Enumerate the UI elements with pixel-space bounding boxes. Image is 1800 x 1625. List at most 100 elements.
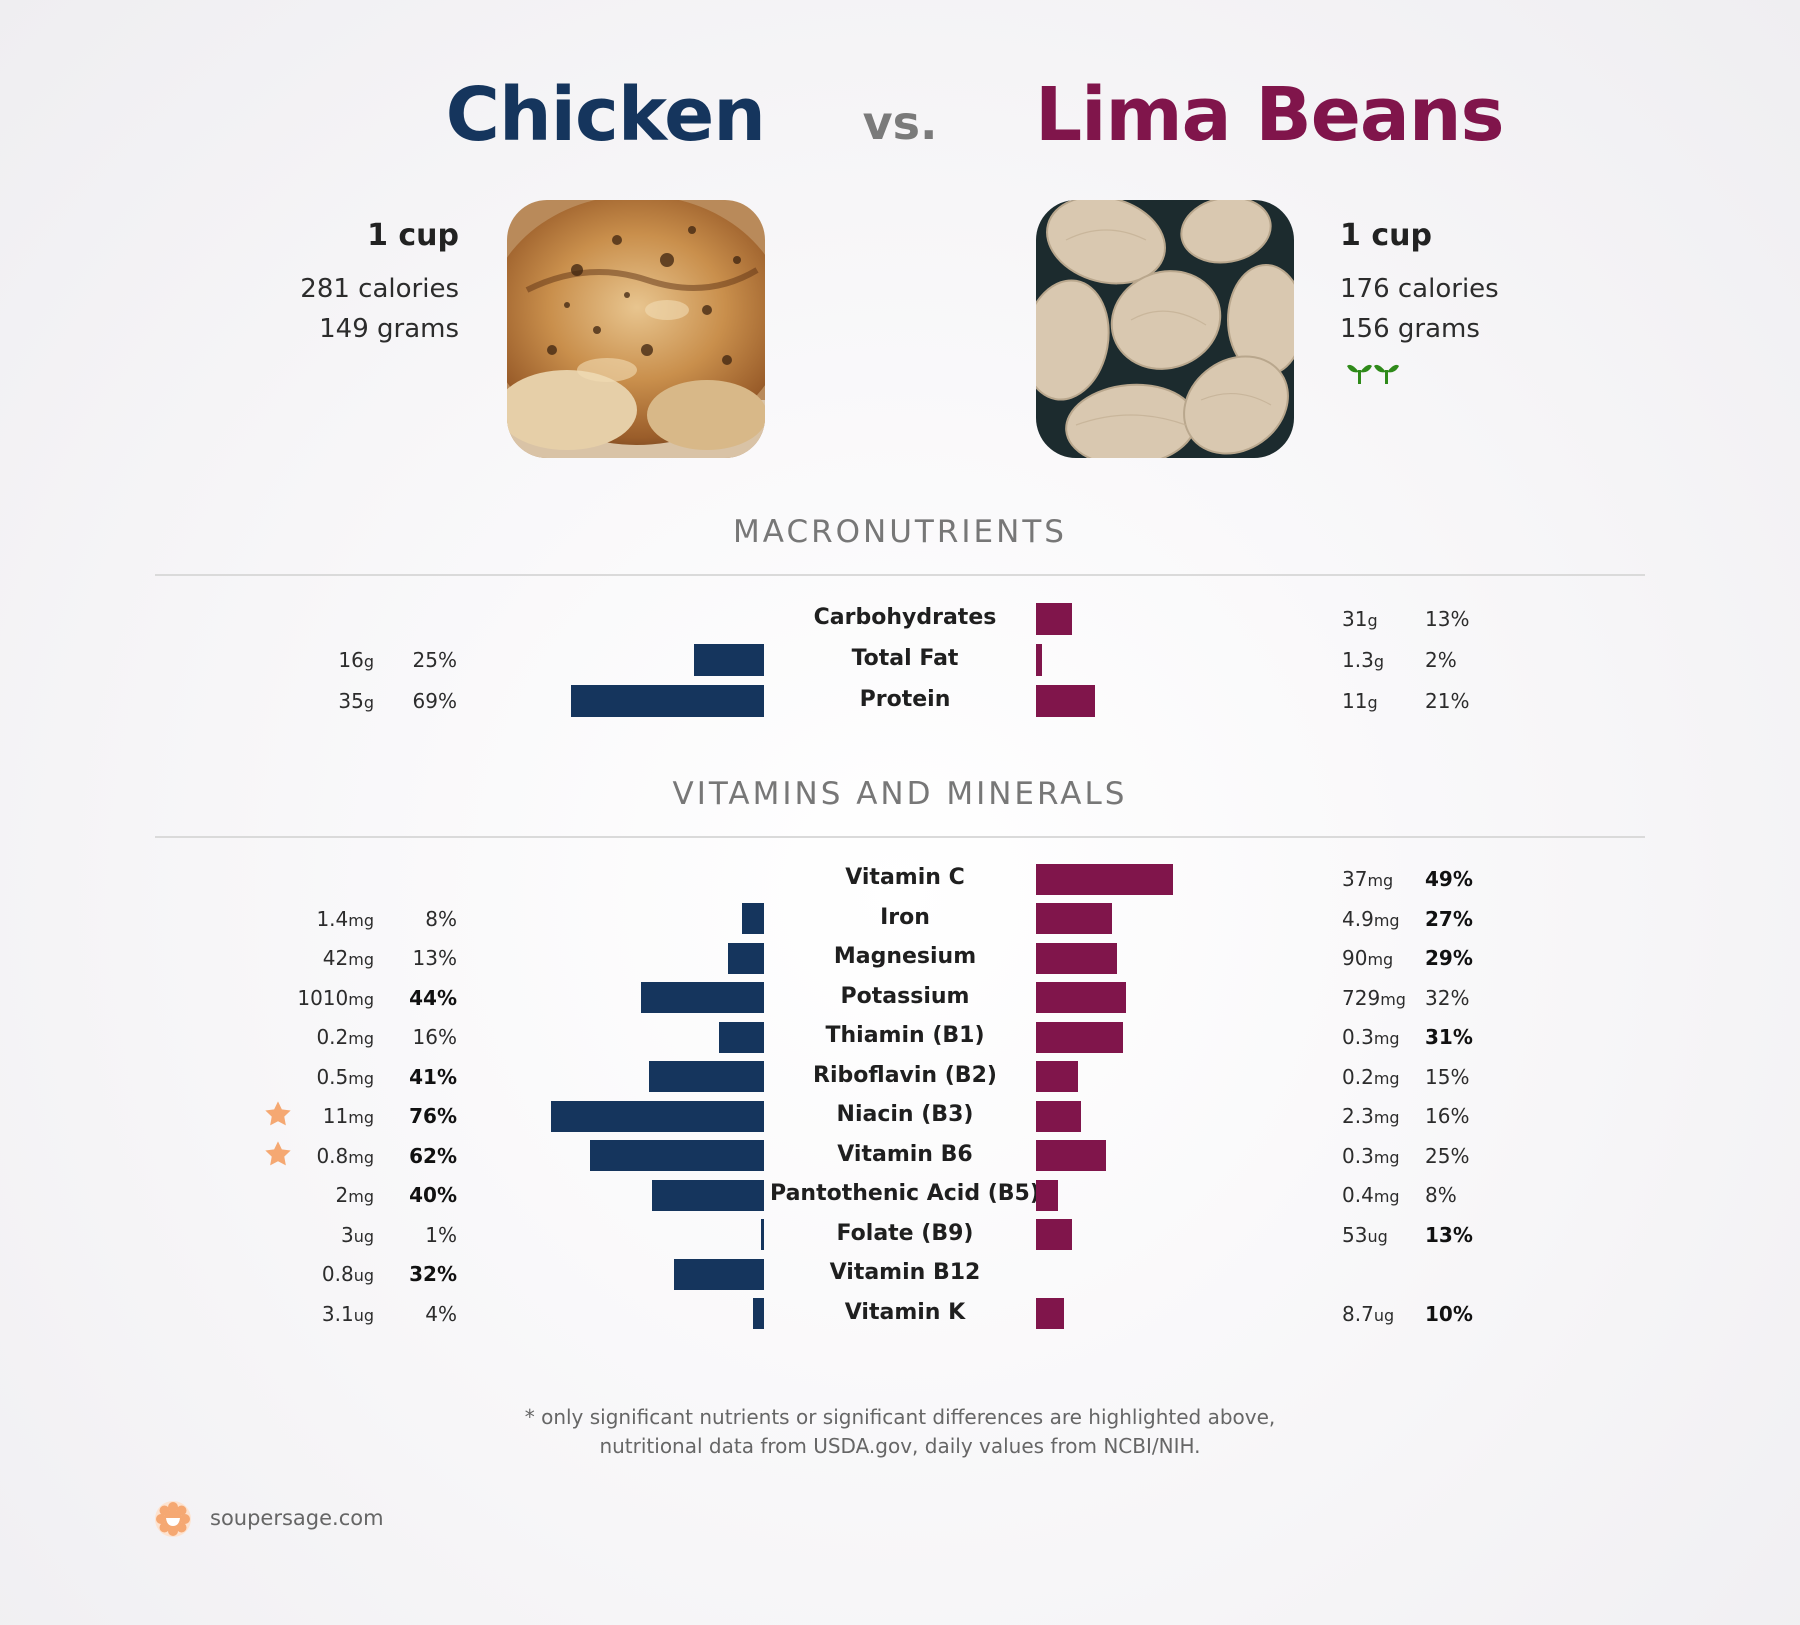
left-amount-value: 0.8 <box>316 1143 349 1168</box>
right-amount: 0.4mg <box>1342 1183 1400 1207</box>
right-percent: 8% <box>1425 1183 1457 1207</box>
left-amount-unit: mg <box>348 989 374 1009</box>
right-amount-unit: mg <box>1367 871 1394 890</box>
footnote: * only significant nutrients or signific… <box>0 1403 1800 1461</box>
right-bar <box>1036 685 1095 717</box>
left-amount-value: 1010 <box>297 985 349 1010</box>
right-amount-value: 729 <box>1342 985 1381 1010</box>
right-percent: 10% <box>1425 1301 1473 1326</box>
left-amount: 1010mg <box>260 986 374 1010</box>
right-amount: 0.3mg <box>1342 1144 1400 1168</box>
left-percent: 62% <box>409 1143 457 1168</box>
vitamins-divider <box>155 836 1645 838</box>
nutrient-label: Potassium <box>840 983 970 1009</box>
left-amount: 3ug <box>260 1223 374 1247</box>
left-amount-value: 0.5 <box>316 1064 349 1089</box>
right-amount-unit: ug <box>1367 1226 1388 1246</box>
left-amount-value: 3 <box>340 1222 354 1247</box>
versus-label: vs. <box>862 96 938 150</box>
nutrient-label: Iron <box>880 904 930 930</box>
left-bar <box>694 644 764 676</box>
left-amount-unit: mg <box>348 1108 374 1127</box>
right-percent: 13% <box>1425 1222 1473 1247</box>
right-bar <box>1036 603 1073 635</box>
nutrient-label: Total Fat <box>851 646 959 671</box>
left-bar <box>727 942 764 974</box>
left-percent: 4% <box>425 1301 457 1326</box>
chart-row: Pantothenic Acid (B5) 2mg 40% 0.4mg 8% <box>0 1179 1800 1211</box>
right-bar <box>1036 1100 1081 1132</box>
left-amount: 0.8mg <box>260 1144 374 1168</box>
right-percent: 25% <box>1425 1143 1470 1168</box>
right-amount-value: 8.7 <box>1342 1301 1374 1326</box>
nutrient-label: Folate (B9) <box>836 1220 974 1246</box>
plant-based-sprout-icons <box>1347 360 1401 390</box>
nutrient-label: Vitamin K <box>844 1299 966 1325</box>
right-amount-value: 0.3 <box>1342 1025 1374 1049</box>
left-bar <box>649 1061 764 1092</box>
right-amount-value: 0.3 <box>1342 1143 1374 1168</box>
right-amount-unit: mg <box>1373 1068 1400 1088</box>
right-amount-unit: g <box>1367 693 1378 712</box>
chart-row: Vitamin B12 0.8ug 32% <box>0 1258 1800 1290</box>
left-amount-unit: mg <box>348 1068 374 1088</box>
left-bar <box>719 1021 764 1053</box>
left-amount-unit: ug <box>353 1266 374 1285</box>
left-amount-unit: g <box>363 652 374 671</box>
right-bar <box>1036 982 1126 1013</box>
left-amount-value: 42 <box>322 946 349 970</box>
right-amount-unit: mg <box>1373 1147 1400 1167</box>
nutrient-label: Thiamin (B1) <box>825 1023 985 1048</box>
right-amount-unit: mg <box>1380 989 1406 1009</box>
right-bar <box>1036 863 1174 895</box>
left-percent: 8% <box>425 906 457 931</box>
right-percent: 16% <box>1425 1104 1470 1128</box>
left-percent: 1% <box>425 1222 457 1247</box>
left-amount-value: 3.1 <box>321 1301 354 1326</box>
right-percent: 2% <box>1425 648 1457 672</box>
right-amount-value: 11 <box>1342 689 1368 713</box>
star-icon <box>262 1098 294 1130</box>
nutrient-label: Niacin (B3) <box>836 1102 974 1127</box>
right-amount: 729mg <box>1342 986 1406 1010</box>
left-amount-unit: ug <box>353 1226 374 1246</box>
right-amount-unit: mg <box>1373 910 1400 930</box>
left-percent: 44% <box>409 985 457 1010</box>
right-food-title: Lima Beans <box>1035 72 1505 158</box>
right-percent: 27% <box>1425 906 1473 931</box>
right-amount-unit: mg <box>1373 1029 1400 1048</box>
left-amount: 0.8ug <box>260 1262 374 1286</box>
right-amount-unit: g <box>1373 652 1384 671</box>
right-amount-value: 2.3 <box>1342 1104 1374 1128</box>
left-amount: 3.1ug <box>260 1302 374 1326</box>
right-amount-value: 37 <box>1342 867 1368 891</box>
right-amount-value: 4.9 <box>1342 906 1374 931</box>
right-percent: 13% <box>1425 607 1470 631</box>
chart-row: Total Fat 16g 25% 1.3g 2% <box>0 644 1800 676</box>
right-amount-unit: mg <box>1373 1187 1400 1206</box>
right-amount-value: 90 <box>1342 946 1368 970</box>
right-amount: 53ug <box>1342 1223 1388 1247</box>
right-percent: 21% <box>1425 689 1470 713</box>
nutrient-label: Vitamin C <box>845 865 965 890</box>
left-bar <box>640 982 764 1013</box>
roast-chicken-photo <box>507 200 765 458</box>
right-amount-unit: mg <box>1367 950 1394 969</box>
right-amount-unit: mg <box>1373 1108 1400 1127</box>
right-percent: 15% <box>1425 1064 1470 1089</box>
right-bar <box>1036 903 1112 934</box>
left-amount: 0.2mg <box>260 1025 374 1049</box>
right-percent: 32% <box>1425 985 1470 1010</box>
left-amount: 2mg <box>260 1183 374 1207</box>
left-percent: 13% <box>412 946 457 970</box>
chart-row: Protein 35g 69% 11g 21% <box>0 685 1800 717</box>
left-bar <box>590 1140 764 1171</box>
chart-row: Thiamin (B1) 0.2mg 16% 0.3mg 31% <box>0 1021 1800 1053</box>
left-amount: 11mg <box>260 1104 374 1128</box>
nutrient-label: Protein <box>859 687 951 712</box>
left-amount-unit: mg <box>348 910 374 930</box>
right-percent: 29% <box>1425 946 1473 970</box>
chart-row: Carbohydrates 31g 13% <box>0 603 1800 635</box>
nutrient-label: Pantothenic Acid (B5) <box>770 1181 1040 1206</box>
left-percent: 40% <box>409 1183 457 1207</box>
